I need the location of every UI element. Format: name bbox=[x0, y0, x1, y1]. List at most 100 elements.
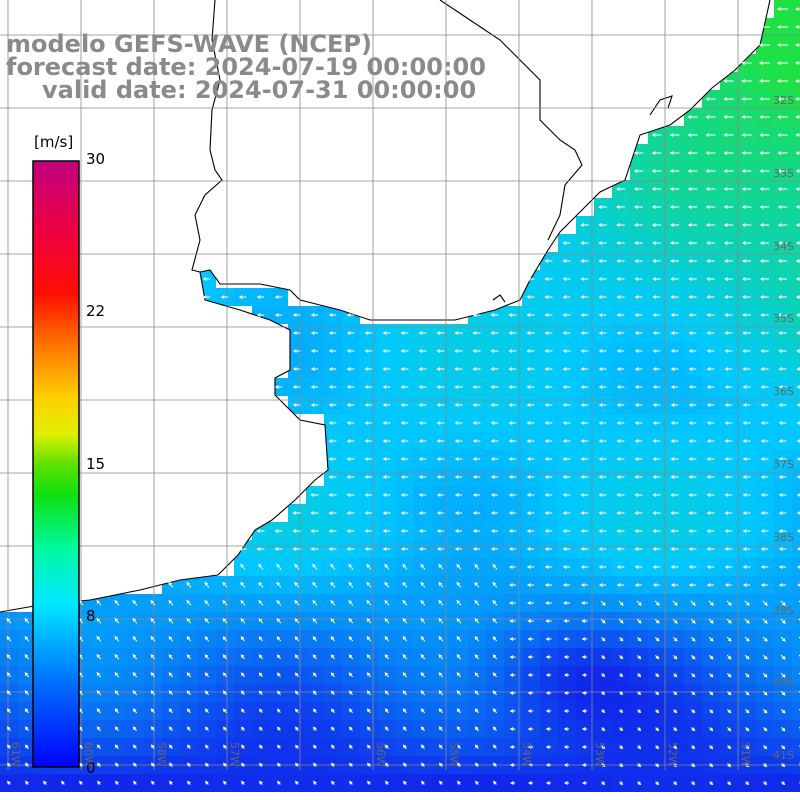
wind-arrow bbox=[580, 313, 589, 317]
wind-arrow bbox=[438, 654, 444, 660]
wind-arrow bbox=[294, 618, 300, 624]
wind-arrow bbox=[706, 313, 715, 317]
wind-arrow bbox=[654, 636, 660, 642]
wind-arrow bbox=[652, 349, 661, 353]
wind-arrow bbox=[348, 636, 354, 642]
wind-arrow bbox=[762, 672, 768, 678]
wind-arrow bbox=[454, 349, 463, 353]
wind-arrow bbox=[655, 691, 660, 696]
wind-arrow bbox=[758, 25, 770, 29]
wind-arrow bbox=[366, 563, 372, 570]
wind-arrow bbox=[745, 727, 750, 732]
wind-arrow bbox=[691, 745, 696, 750]
wind-arrow bbox=[346, 313, 355, 317]
wind-arrow bbox=[492, 744, 497, 750]
wind-arrow bbox=[114, 708, 120, 714]
wind-arrow bbox=[24, 726, 29, 732]
wind-arrow bbox=[759, 241, 770, 245]
wind-arrow bbox=[454, 421, 463, 425]
wind-arrow bbox=[670, 493, 679, 497]
wind-arrow bbox=[742, 511, 751, 515]
wind-arrow bbox=[346, 547, 355, 551]
wind-arrow bbox=[544, 565, 553, 569]
wind-arrow bbox=[114, 672, 120, 678]
wind-arrow bbox=[438, 635, 444, 642]
wind-arrow bbox=[456, 726, 461, 732]
wind-arrow bbox=[724, 583, 733, 587]
wind-arrow bbox=[616, 493, 625, 497]
wind-arrow bbox=[742, 313, 751, 317]
wind-arrow bbox=[79, 780, 83, 785]
wind-arrow bbox=[545, 637, 552, 641]
wind-arrow bbox=[741, 187, 752, 191]
wind-arrow bbox=[400, 403, 409, 407]
wind-arrow bbox=[527, 655, 534, 659]
wind-arrow bbox=[795, 223, 800, 227]
wind-arrow bbox=[706, 331, 715, 335]
wind-arrow bbox=[762, 636, 768, 642]
wind-arrow bbox=[688, 403, 697, 407]
wind-arrow bbox=[669, 187, 680, 191]
wind-arrow bbox=[601, 655, 606, 660]
wind-arrow bbox=[688, 439, 697, 443]
wind-arrow bbox=[778, 421, 787, 425]
wind-arrow bbox=[706, 367, 715, 371]
wind-arrow bbox=[168, 617, 174, 624]
wind-arrow bbox=[796, 439, 800, 443]
wind-speed-cell bbox=[792, 432, 800, 450]
wind-arrow bbox=[276, 726, 281, 731]
wind-arrow bbox=[762, 654, 768, 660]
wind-arrow bbox=[474, 599, 480, 606]
wind-arrow bbox=[364, 385, 373, 389]
wind-arrow bbox=[240, 708, 245, 714]
wind-arrow bbox=[601, 691, 606, 696]
wind-arrow bbox=[223, 762, 227, 767]
wind-arrow bbox=[418, 331, 427, 335]
wind-arrow bbox=[688, 511, 697, 515]
wind-arrow bbox=[328, 547, 337, 551]
wind-arrow bbox=[382, 493, 391, 497]
wind-arrow bbox=[742, 421, 751, 425]
wind-arrow bbox=[723, 187, 734, 191]
wind-arrow bbox=[545, 709, 552, 713]
wind-arrow bbox=[688, 259, 697, 263]
wind-arrow bbox=[580, 349, 589, 353]
wind-arrow bbox=[24, 635, 30, 642]
wind-arrow bbox=[96, 744, 101, 750]
wind-arrow bbox=[581, 637, 588, 641]
wind-arrow bbox=[724, 313, 733, 317]
wind-arrow bbox=[508, 565, 517, 569]
wind-arrow bbox=[778, 439, 787, 443]
wind-arrow bbox=[492, 762, 497, 767]
wind-arrow bbox=[563, 727, 570, 731]
wind-arrow bbox=[348, 617, 354, 624]
wind-arrow bbox=[508, 511, 517, 515]
wind-arrow bbox=[581, 745, 588, 749]
wind-arrow bbox=[256, 529, 265, 533]
wind-arrow bbox=[651, 151, 662, 155]
wind-arrow bbox=[508, 493, 517, 497]
wind-arrow bbox=[637, 709, 642, 714]
wind-arrow bbox=[346, 403, 355, 407]
wind-arrow bbox=[348, 726, 353, 732]
wind-arrow bbox=[420, 726, 425, 732]
wind-arrow bbox=[634, 277, 643, 281]
title-forecast-date: forecast date: 2024-07-19 00:00:00 bbox=[6, 53, 486, 81]
lon-label: 60W bbox=[82, 742, 95, 767]
wind-arrow bbox=[634, 547, 643, 551]
wind-arrow bbox=[600, 636, 606, 642]
wind-arrow bbox=[490, 421, 499, 425]
wind-arrow bbox=[6, 762, 11, 767]
wind-arrow bbox=[258, 599, 264, 606]
wind-arrow bbox=[346, 367, 355, 371]
wind-arrow bbox=[744, 672, 750, 678]
wind-arrow bbox=[526, 313, 535, 317]
wind-arrow bbox=[598, 331, 607, 335]
wind-arrow bbox=[474, 762, 479, 767]
wind-arrow bbox=[616, 367, 625, 371]
wind-arrow bbox=[310, 493, 319, 497]
wind-arrow bbox=[348, 563, 354, 570]
wind-arrow bbox=[742, 493, 751, 497]
wind-arrow bbox=[312, 599, 318, 606]
wind-arrow bbox=[545, 619, 552, 623]
